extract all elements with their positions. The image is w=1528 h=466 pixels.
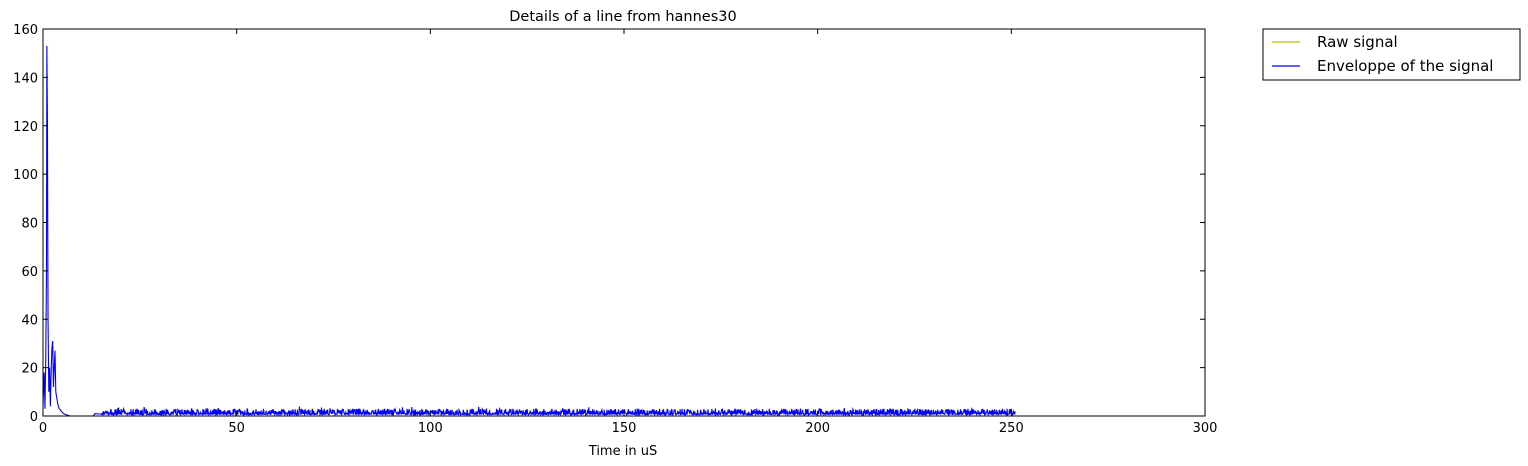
plot-frame [42, 28, 1206, 417]
x-tick-label: 50 [228, 421, 245, 436]
plot-area [43, 45, 1205, 416]
x-tick-label: 150 [612, 421, 637, 436]
chart-title: Details of a line from hannes30 [509, 9, 736, 25]
legend-label-1: Raw signal [1317, 33, 1398, 51]
y-tick-label: 60 [21, 265, 38, 280]
y-tick-label: 80 [21, 217, 38, 232]
axis-ticks: 0 50 100 150 200 250 300 0 20 40 60 80 100 120 140 160 [13, 23, 1217, 436]
y-tick-label: 40 [21, 313, 38, 328]
y-tick-label: 160 [13, 23, 38, 38]
legend-box [1262, 28, 1521, 81]
y-tick-label: 100 [13, 168, 38, 183]
y-tick-label: 140 [13, 71, 38, 86]
x-tick-label: 100 [418, 421, 443, 436]
x-tick-label: 250 [999, 421, 1024, 436]
y-tick-label: 0 [30, 410, 38, 425]
y-tick-label: 120 [13, 120, 38, 135]
legend-label-2: Enveloppe of the signal [1317, 57, 1493, 75]
series-line-2 [43, 45, 1016, 416]
y-tick-label: 20 [21, 362, 38, 377]
legend: Raw signal Enveloppe of the signal [1262, 28, 1521, 81]
x-axis-label: Time in uS [588, 444, 657, 459]
x-tick-label: 300 [1193, 421, 1218, 436]
x-tick-label: 200 [805, 421, 830, 436]
x-tick-label: 0 [39, 421, 47, 436]
